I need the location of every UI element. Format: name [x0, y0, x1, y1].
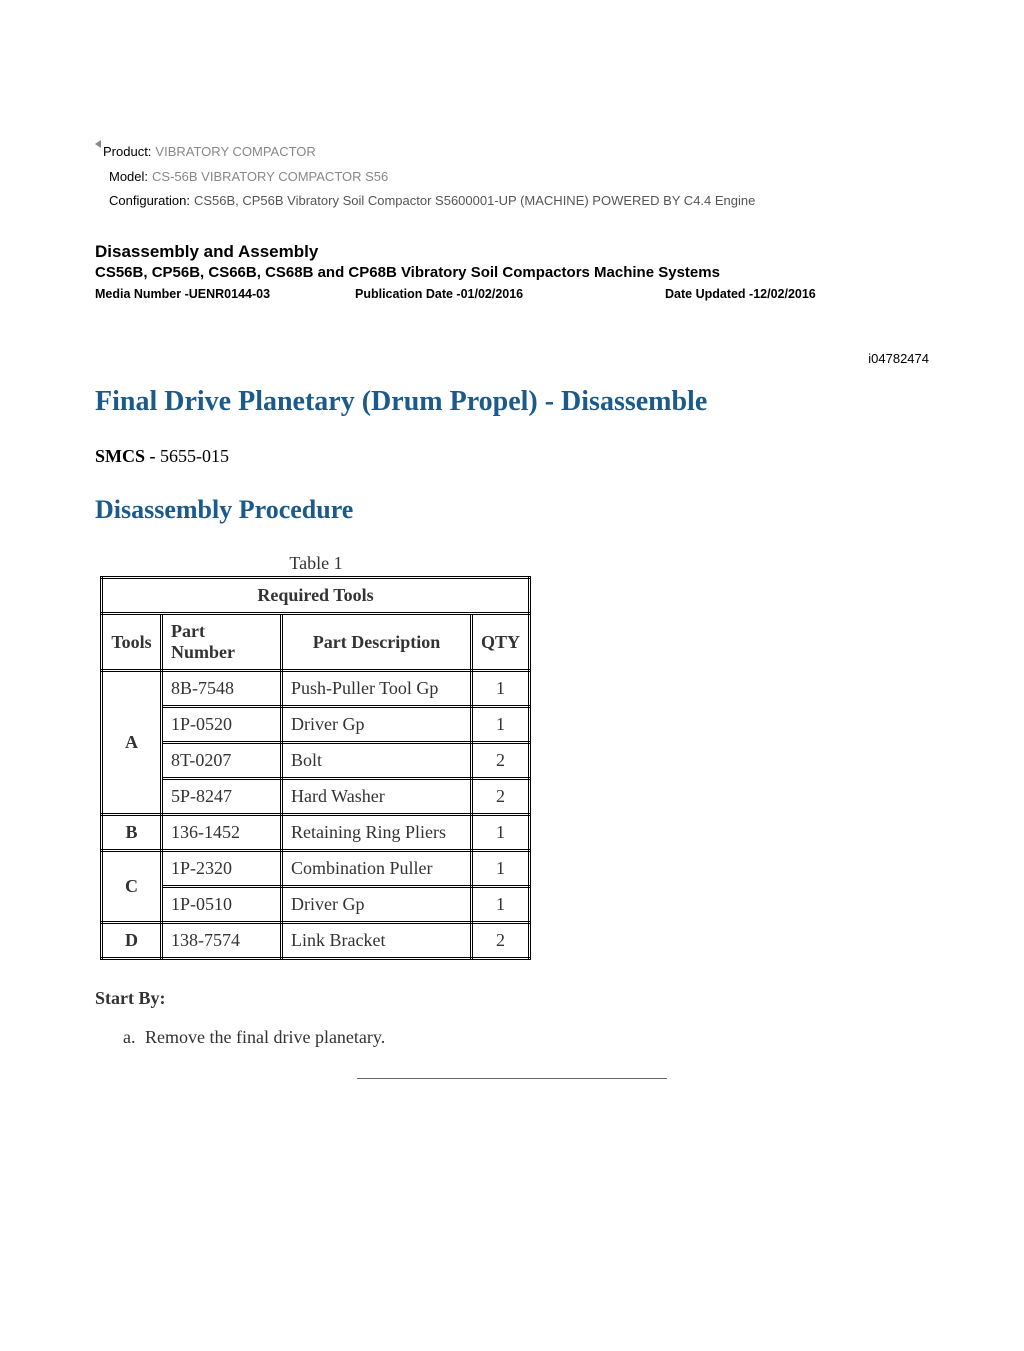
- part-number: 8T-0207: [162, 743, 282, 779]
- qty: 2: [472, 923, 530, 959]
- qty: 1: [472, 851, 530, 887]
- table-caption: Table 1: [100, 553, 532, 574]
- part-description: Driver Gp: [282, 707, 472, 743]
- part-description: Link Bracket: [282, 923, 472, 959]
- publication-date: Publication Date -01/02/2016: [355, 287, 665, 301]
- meta-model-row: Model: CS-56B VIBRATORY COMPACTOR S56: [95, 165, 929, 190]
- header-part-description: Part Description: [282, 614, 472, 671]
- qty: 2: [472, 779, 530, 815]
- part-number: 136-1452: [162, 815, 282, 851]
- publication-row: Media Number -UENR0144-03 Publication Da…: [95, 287, 929, 301]
- part-description: Hard Washer: [282, 779, 472, 815]
- main-title: Final Drive Planetary (Drum Propel) - Di…: [95, 386, 929, 418]
- qty: 1: [472, 887, 530, 923]
- meta-config-row: Configuration: CS56B, CP56B Vibratory So…: [95, 189, 929, 214]
- document-id: i04782474: [95, 351, 929, 366]
- model-value: CS-56B VIBRATORY COMPACTOR S56: [152, 165, 388, 190]
- qty: 1: [472, 815, 530, 851]
- config-value: CS56B, CP56B Vibratory Soil Compactor S5…: [194, 189, 755, 214]
- start-by-list: Remove the final drive planetary.: [95, 1027, 929, 1048]
- back-arrow-icon[interactable]: [95, 140, 101, 148]
- meta-product-row: Product: VIBRATORY COMPACTOR: [95, 140, 929, 165]
- tool-letter: A: [102, 671, 162, 815]
- part-number: 8B-7548: [162, 671, 282, 707]
- config-label: Configuration:: [109, 189, 190, 214]
- qty: 1: [472, 671, 530, 707]
- table-row: C1P-2320Combination Puller1: [102, 851, 530, 887]
- header-tools: Tools: [102, 614, 162, 671]
- part-number: 1P-2320: [162, 851, 282, 887]
- model-label: Model:: [109, 165, 148, 190]
- start-by-label: Start By:: [95, 988, 929, 1009]
- section-subtitle: CS56B, CP56B, CS66B, CS68B and CP68B Vib…: [95, 264, 929, 281]
- divider: [357, 1078, 667, 1079]
- table-row: 8T-0207Bolt2: [102, 743, 530, 779]
- table-row: 1P-0520Driver Gp1: [102, 707, 530, 743]
- smcs-label: SMCS -: [95, 446, 160, 466]
- tool-letter: C: [102, 851, 162, 923]
- tools-table-wrap: Table 1 Required Tools Tools Part Number…: [100, 553, 929, 960]
- date-updated: Date Updated -12/02/2016: [665, 287, 929, 301]
- tool-letter: B: [102, 815, 162, 851]
- table-header-row: Tools Part Number Part Description QTY: [102, 614, 530, 671]
- part-description: Bolt: [282, 743, 472, 779]
- product-label: Product:: [103, 140, 151, 165]
- required-tools-table: Required Tools Tools Part Number Part De…: [100, 576, 531, 960]
- table-title: Required Tools: [102, 578, 530, 614]
- part-number: 1P-0520: [162, 707, 282, 743]
- qty: 1: [472, 707, 530, 743]
- part-description: Push-Puller Tool Gp: [282, 671, 472, 707]
- metadata-block: Product: VIBRATORY COMPACTOR Model: CS-5…: [95, 140, 929, 214]
- part-number: 5P-8247: [162, 779, 282, 815]
- table-row: D138-7574Link Bracket2: [102, 923, 530, 959]
- header-part-number: Part Number: [162, 614, 282, 671]
- product-value: VIBRATORY COMPACTOR: [155, 140, 315, 165]
- media-number: Media Number -UENR0144-03: [95, 287, 355, 301]
- list-item: Remove the final drive planetary.: [140, 1027, 929, 1048]
- part-description: Driver Gp: [282, 887, 472, 923]
- table-row: B136-1452Retaining Ring Pliers1: [102, 815, 530, 851]
- table-row: A8B-7548Push-Puller Tool Gp1: [102, 671, 530, 707]
- table-row: 5P-8247Hard Washer2: [102, 779, 530, 815]
- smcs-value: 5655-015: [160, 446, 229, 466]
- part-number: 1P-0510: [162, 887, 282, 923]
- section-title: Disassembly and Assembly: [95, 242, 929, 262]
- part-description: Retaining Ring Pliers: [282, 815, 472, 851]
- smcs-code: SMCS - 5655-015: [95, 446, 929, 467]
- procedure-title: Disassembly Procedure: [95, 495, 929, 525]
- part-number: 138-7574: [162, 923, 282, 959]
- table-row: 1P-0510Driver Gp1: [102, 887, 530, 923]
- part-description: Combination Puller: [282, 851, 472, 887]
- tool-letter: D: [102, 923, 162, 959]
- header-qty: QTY: [472, 614, 530, 671]
- qty: 2: [472, 743, 530, 779]
